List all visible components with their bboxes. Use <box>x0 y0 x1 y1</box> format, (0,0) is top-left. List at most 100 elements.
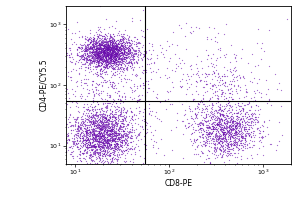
Point <box>109 58 114 61</box>
Point <box>108 49 113 52</box>
Point <box>90 145 94 148</box>
Point <box>78 58 83 61</box>
Point <box>119 122 124 125</box>
Point <box>81 142 86 145</box>
Point <box>102 51 107 54</box>
Point <box>221 54 226 57</box>
Point <box>236 129 241 132</box>
Point <box>110 57 114 61</box>
Point <box>228 132 232 136</box>
Point <box>129 110 134 113</box>
Point <box>238 122 243 126</box>
Point <box>90 46 95 50</box>
Point <box>96 35 100 38</box>
Point <box>81 139 85 143</box>
Point <box>121 129 126 132</box>
Point <box>109 147 114 150</box>
Point <box>109 54 114 57</box>
Point <box>112 66 117 69</box>
Point <box>117 149 122 152</box>
Point <box>239 56 244 60</box>
Point <box>130 90 135 93</box>
Point <box>110 138 115 141</box>
Point <box>231 83 236 86</box>
Point <box>112 59 117 63</box>
Point <box>199 144 203 147</box>
Point <box>204 136 208 139</box>
Point <box>226 124 231 128</box>
Point <box>112 50 117 53</box>
Point <box>91 150 96 153</box>
Point <box>118 97 122 101</box>
Point <box>119 144 124 147</box>
Point <box>110 129 115 132</box>
Point <box>262 121 267 124</box>
Point <box>117 48 122 51</box>
Point <box>112 57 117 60</box>
Point <box>232 124 237 127</box>
Point <box>88 58 93 61</box>
Point <box>216 123 220 126</box>
Point <box>74 104 78 107</box>
Point <box>89 48 94 51</box>
Point <box>80 55 85 59</box>
Point <box>191 137 196 140</box>
Point <box>103 151 107 154</box>
Point <box>115 91 120 94</box>
Point <box>128 64 133 68</box>
Point <box>212 108 217 112</box>
Point <box>79 66 83 69</box>
Point <box>111 35 116 38</box>
Point <box>112 40 116 43</box>
Point <box>112 124 117 127</box>
Point <box>206 54 211 57</box>
Point <box>98 45 103 48</box>
Point <box>101 132 106 136</box>
Point <box>129 110 134 114</box>
Point <box>82 81 87 84</box>
Point <box>99 59 104 63</box>
Point <box>244 144 249 147</box>
Point <box>224 128 229 132</box>
Point <box>236 128 241 132</box>
Point <box>75 131 80 134</box>
Point <box>86 58 91 61</box>
Point <box>81 106 86 109</box>
Point <box>203 133 208 136</box>
Point <box>100 51 105 55</box>
Point <box>81 58 85 61</box>
Point <box>109 39 114 42</box>
Point <box>122 140 127 143</box>
Point <box>82 42 86 45</box>
Point <box>194 145 199 148</box>
Point <box>112 113 116 116</box>
Point <box>243 138 248 141</box>
Point <box>92 57 96 60</box>
Point <box>224 103 229 107</box>
Point <box>115 159 120 162</box>
Point <box>95 53 100 56</box>
Point <box>214 155 219 159</box>
Point <box>108 128 113 131</box>
Point <box>76 53 80 56</box>
Point <box>200 144 205 147</box>
Point <box>124 147 129 151</box>
Point <box>101 42 106 45</box>
Point <box>97 145 102 148</box>
Point <box>82 139 87 142</box>
Point <box>214 140 219 143</box>
Point <box>218 148 223 151</box>
Point <box>103 54 108 57</box>
Point <box>113 52 118 55</box>
Point <box>242 129 247 132</box>
Point <box>92 136 97 139</box>
Point <box>107 48 112 52</box>
Point <box>223 139 227 142</box>
Point <box>237 76 242 79</box>
Point <box>96 55 101 58</box>
Point <box>106 44 110 48</box>
Point <box>77 125 82 128</box>
Point <box>97 45 101 49</box>
Point <box>243 90 248 93</box>
Point <box>226 144 230 147</box>
